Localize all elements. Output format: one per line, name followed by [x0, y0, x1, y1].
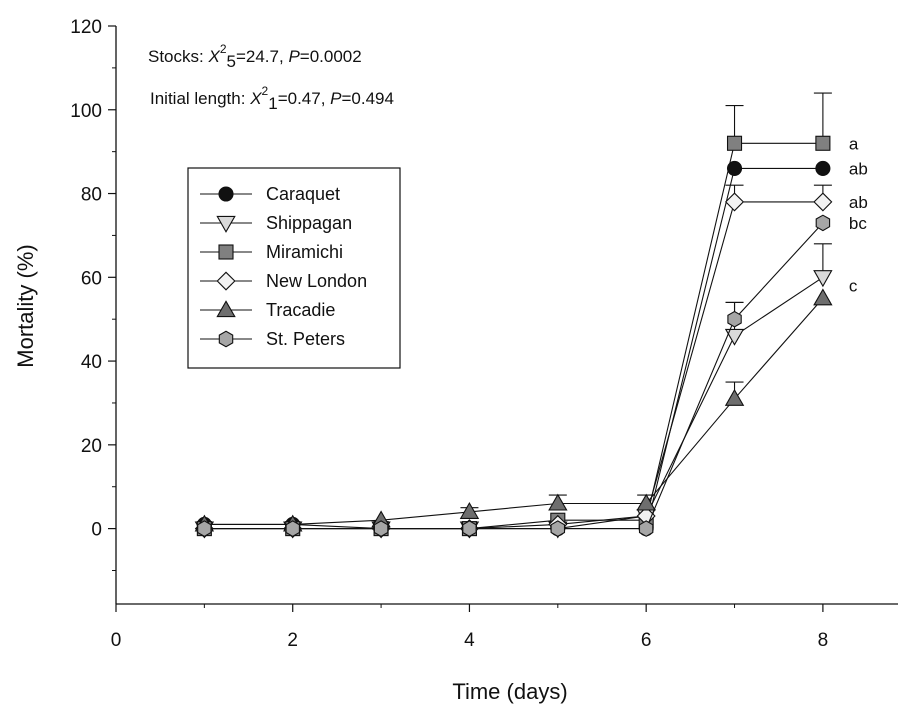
legend-item-new-london: New London — [200, 271, 367, 291]
x-tick-label: 8 — [818, 630, 829, 651]
significance-label: a — [849, 134, 859, 153]
data-point-st-peters — [727, 310, 742, 328]
stat-annotation-part: P — [330, 89, 342, 108]
stat-annotation-part: 2 — [220, 42, 227, 56]
stat-annotation-part: 1 — [268, 94, 277, 113]
data-point-tracadie — [459, 501, 480, 519]
stat-annotation-part: P — [288, 47, 300, 66]
legend-item-caraquet: Caraquet — [200, 184, 340, 204]
y-tick-label: 40 — [81, 352, 102, 373]
data-point-miramichi — [815, 135, 831, 151]
series-layer — [194, 92, 833, 539]
data-point-miramichi — [726, 135, 743, 151]
stat-annotation-part: =24.7, — [236, 47, 288, 66]
axes: 0 20 40 60 80 100 120 0 2 4 6 8 — [70, 17, 898, 651]
data-point-st-peters — [285, 520, 300, 537]
stat-annotation-part: =0.494 — [342, 89, 394, 108]
stat-annotation-part: 5 — [227, 52, 236, 71]
legend-marker-caraquet — [218, 186, 234, 202]
y-tick-label: 120 — [70, 17, 102, 38]
stat-annotation-part: X — [249, 89, 262, 108]
legend: Caraquet Shippagan Miramichi New London Trac… — [187, 167, 401, 369]
legend-marker-st-peters — [218, 330, 234, 348]
significance-label: c — [849, 277, 858, 296]
y-tick-label: 100 — [70, 101, 102, 122]
data-point-caraquet — [726, 160, 743, 176]
stat-annotation-part: Initial length: — [150, 89, 250, 108]
x-tick-label: 0 — [111, 630, 122, 651]
data-point-st-peters — [373, 520, 389, 537]
x-tick-label: 6 — [641, 630, 652, 651]
y-tick-label: 60 — [81, 268, 102, 289]
legend-label: Miramichi — [266, 242, 343, 262]
stat-annotation-part: =0.0002 — [300, 47, 362, 66]
data-point-new-london — [813, 192, 833, 212]
data-point-tracadie — [548, 493, 568, 511]
stat-annotation-part: 2 — [262, 84, 269, 98]
data-point-new-london — [725, 192, 745, 212]
stat-annotation-part: Stocks: — [148, 47, 208, 66]
stat-annotation: Stocks: X25=24.7, P=0.0002 — [148, 42, 362, 71]
data-point-shippagan — [813, 270, 833, 288]
data-point-st-peters — [815, 214, 831, 232]
data-point-st-peters — [462, 520, 477, 537]
legend-marker-tracadie — [216, 300, 236, 318]
significance-label: bc — [849, 214, 867, 233]
significance-label: ab — [849, 193, 868, 212]
data-point-st-peters — [550, 520, 566, 537]
x-tick-label: 4 — [464, 630, 475, 651]
legend-marker-shippagan — [216, 215, 236, 233]
data-point-tracadie — [724, 388, 745, 406]
legend-label: Caraquet — [266, 184, 340, 204]
legend-marker-new-london — [216, 271, 236, 291]
legend-item-shippagan: Shippagan — [200, 213, 352, 233]
series-line-st-peters — [204, 222, 824, 530]
y-axis-title: Mortality (%) — [13, 244, 38, 367]
y-tick-label: 0 — [91, 520, 102, 541]
series-st-peters — [197, 214, 831, 537]
stat-annotation-part: X — [207, 47, 220, 66]
legend-label: Shippagan — [266, 213, 352, 233]
stat-annotation: Initial length: X21=0.47, P=0.494 — [150, 84, 394, 113]
data-point-st-peters — [638, 520, 654, 537]
x-tick-label: 2 — [287, 630, 298, 651]
x-axis-title: Time (days) — [452, 679, 567, 704]
data-point-caraquet — [815, 160, 831, 176]
data-point-tracadie — [813, 288, 833, 306]
legend-marker-miramichi — [218, 244, 234, 260]
series-line-tracadie — [204, 297, 824, 525]
legend-label: New London — [266, 271, 367, 291]
legend-label: Tracadie — [266, 300, 335, 320]
stat-annotation-part: =0.47, — [278, 89, 330, 108]
legend-item-st-peters: St. Peters — [200, 329, 345, 349]
legend-item-miramichi: Miramichi — [200, 242, 343, 262]
data-point-st-peters — [197, 520, 212, 537]
data-point-shippagan — [724, 328, 745, 346]
legend-label: St. Peters — [266, 329, 345, 349]
y-tick-label: 80 — [81, 185, 102, 206]
legend-item-tracadie: Tracadie — [200, 300, 335, 320]
y-tick-label: 20 — [81, 436, 102, 457]
significance-label: ab — [849, 159, 868, 178]
data-point-tracadie — [636, 493, 656, 511]
